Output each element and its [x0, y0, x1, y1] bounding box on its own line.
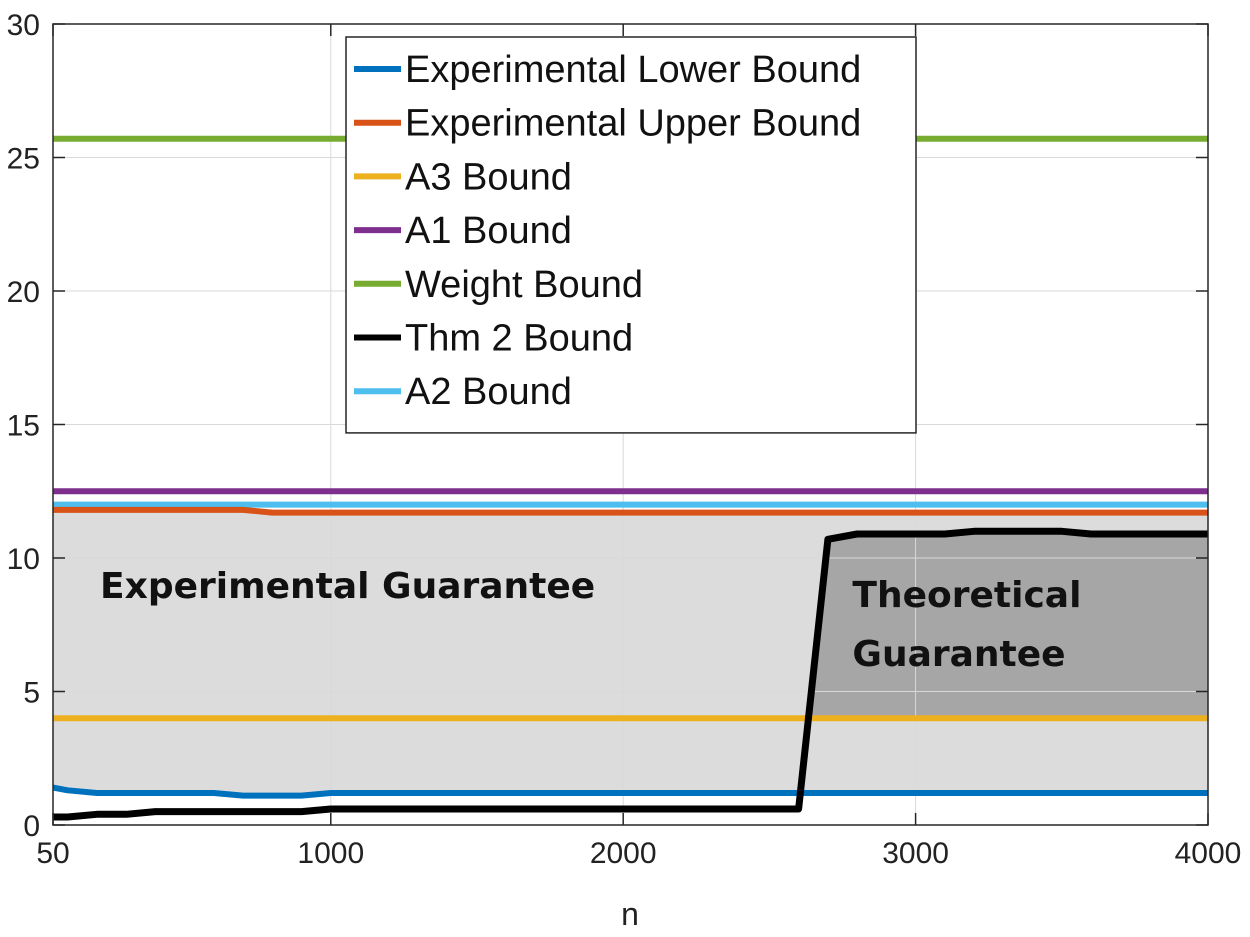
legend-item-weight-bound[interactable]: Weight Bound — [354, 264, 643, 306]
x-tick-label-0: 50 — [36, 837, 69, 870]
legend-item-thm-2-bound[interactable]: Thm 2 Bound — [354, 318, 633, 360]
legend-item-experimental-upper-bound[interactable]: Experimental Upper Bound — [354, 103, 861, 145]
region-label-1-line-1: Experimental Guarantee — [100, 566, 595, 607]
y-tick-label-0: 0 — [23, 810, 40, 843]
series-line-experimental-upper-bound — [53, 506, 1208, 516]
series-lines — [52, 135, 1208, 821]
series-line-experimental-lower-bound — [52, 784, 1208, 799]
region-labels: Experimental Guarantee Theoretical Guarant… — [100, 566, 1081, 675]
guarantee-region-2 — [807, 531, 1208, 729]
region-label-2-line-1: Theoretical — [852, 575, 1081, 616]
y-tick-label-2: 10 — [7, 543, 40, 576]
y-tick-label-1: 5 — [23, 677, 40, 710]
legend-label-a2-bound: A2 Bound — [405, 371, 572, 413]
legend-box — [345, 36, 917, 434]
legend-label-a1-bound: A1 Bound — [405, 210, 572, 252]
legend-item-a1-bound[interactable]: A1 Bound — [354, 210, 572, 252]
legend[interactable]: Experimental Lower Bound Experimental Upp… — [345, 36, 917, 434]
legend-item-a3-bound[interactable]: A3 Bound — [354, 156, 572, 198]
legend-label-weight-bound: Weight Bound — [405, 264, 643, 306]
tick-labels: 50 1000 2000 3000 4000 0 5 10 15 20 25 30 — [7, 9, 1242, 870]
x-tick-label-1: 1000 — [297, 837, 364, 870]
series-line-thm-2-bound — [53, 527, 1208, 821]
x-tick-label-2: 2000 — [590, 837, 657, 870]
legend-item-a2-bound[interactable]: A2 Bound — [354, 371, 572, 413]
legend-label-a3-bound: A3 Bound — [405, 156, 572, 198]
y-tick-label-6: 30 — [7, 9, 40, 42]
x-tick-label-3: 3000 — [882, 837, 949, 870]
guarantee-regions — [53, 509, 1208, 796]
legend-item-experimental-lower-bound[interactable]: Experimental Lower Bound — [354, 49, 861, 91]
region-label-2-line-2: Guarantee — [852, 634, 1065, 675]
axes — [52, 23, 1209, 826]
x-tick-label-4: 4000 — [1175, 837, 1242, 870]
y-tick-label-4: 20 — [7, 276, 40, 309]
legend-label-thm-2-bound: Thm 2 Bound — [405, 318, 633, 360]
y-tick-label-5: 25 — [7, 143, 40, 176]
legend-label-experimental-lower-bound: Experimental Lower Bound — [405, 49, 861, 91]
y-tick-label-3: 15 — [7, 410, 40, 443]
legend-label-experimental-upper-bound: Experimental Upper Bound — [405, 103, 861, 145]
x-axis-label: n — [621, 896, 639, 932]
